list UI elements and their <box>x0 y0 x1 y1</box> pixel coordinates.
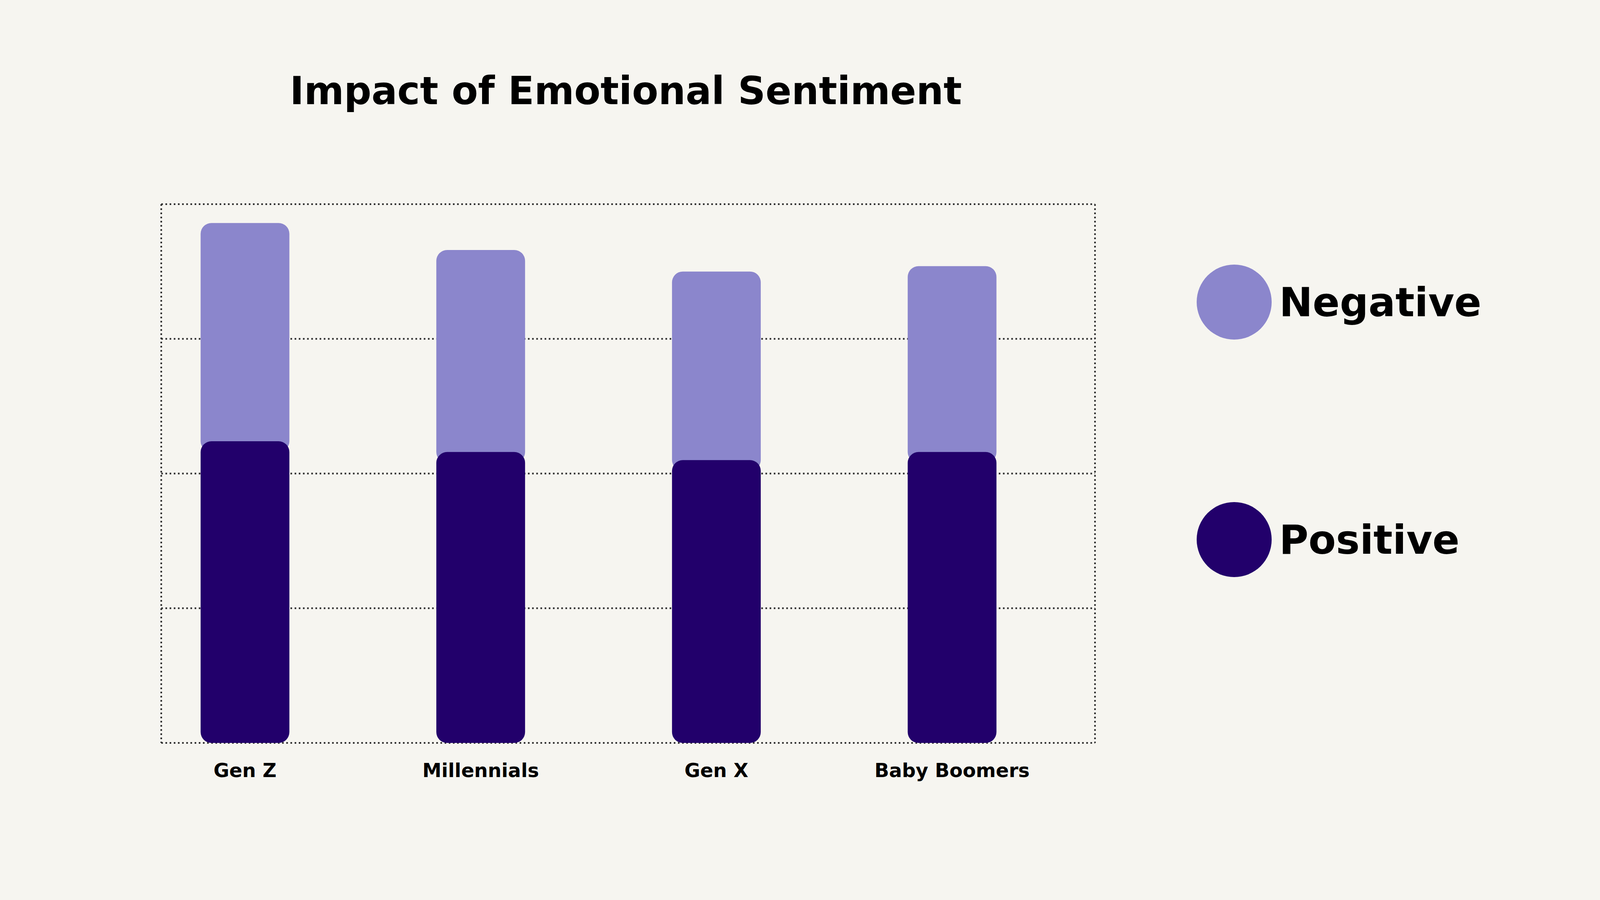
x-tick-label: Baby Boomers <box>874 759 1030 782</box>
bar-segment <box>436 250 525 463</box>
bar-segment <box>672 460 761 743</box>
grid <box>161 204 1095 743</box>
legend-swatch <box>1196 502 1272 578</box>
bar-segment <box>672 271 761 472</box>
legend-label: Negative <box>1279 279 1482 326</box>
x-tick-label: Gen Z <box>213 759 277 782</box>
legend: Negative Positive <box>1196 264 1482 578</box>
bar-segment <box>200 441 290 743</box>
bar-segment <box>200 222 290 453</box>
x-tick-label: Millennials <box>422 759 540 782</box>
grid-line <box>161 203 1095 205</box>
chart: Impact of Emotional Sentiment Gen Z Millen… <box>0 0 1600 900</box>
legend-label: Positive <box>1279 516 1460 564</box>
title: Impact of Emotional Sentiment <box>289 68 962 114</box>
bar-segment <box>907 266 997 463</box>
bars <box>200 222 997 743</box>
x-tick-label: Gen X <box>684 759 749 782</box>
frame-side <box>160 204 163 743</box>
frame-side <box>1094 204 1096 743</box>
bar-segment <box>907 452 997 743</box>
legend-swatch <box>1196 264 1272 340</box>
bar-segment <box>436 452 525 743</box>
chart-root: Impact of Emotional Sentiment Gen Z Millen… <box>0 0 1600 900</box>
